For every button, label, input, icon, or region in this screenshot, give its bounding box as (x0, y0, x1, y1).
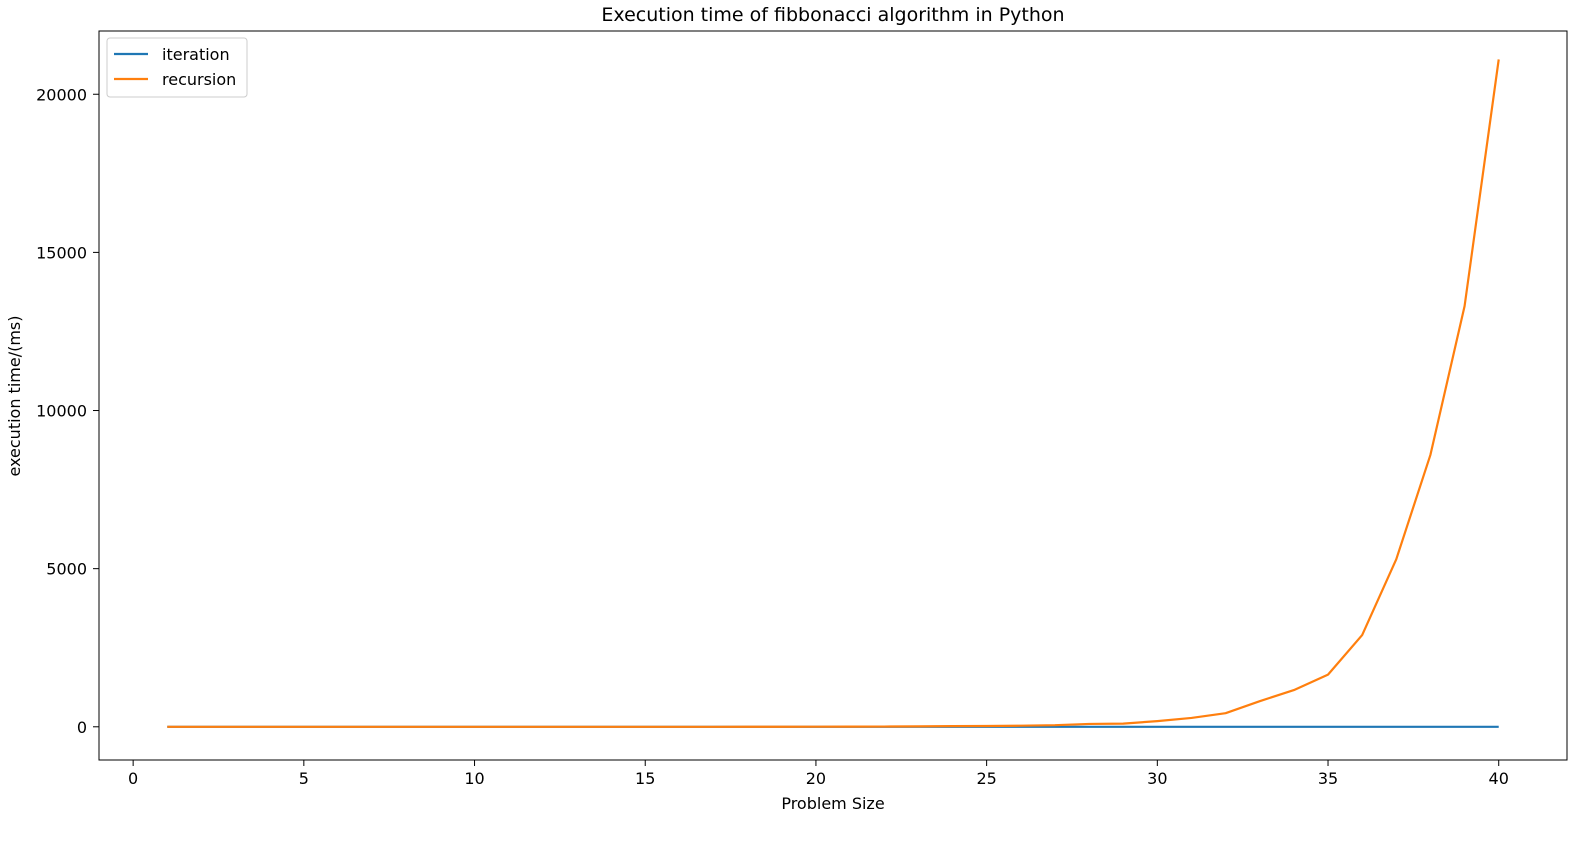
legend: iteration recursion (106, 37, 248, 98)
x-tick-label: 5 (299, 769, 309, 788)
plot-lines (167, 59, 1500, 728)
x-tick-label: 40 (1489, 769, 1509, 788)
x-tick-label: 25 (976, 769, 996, 788)
legend-label-recursion: recursion (162, 70, 236, 89)
series-line-recursion (167, 59, 1500, 728)
y-axis-title: execution time/(ms) (5, 316, 24, 477)
y-tick-label: 0 (77, 718, 87, 737)
x-axis: 0 5 10 15 20 25 30 35 40 (128, 760, 1509, 788)
x-tick-label: 10 (464, 769, 484, 788)
x-tick-label: 0 (128, 769, 138, 788)
x-tick-label: 20 (806, 769, 826, 788)
y-tick-label: 15000 (36, 243, 87, 262)
x-tick-label: 35 (1318, 769, 1338, 788)
legend-box (106, 37, 248, 98)
chart-title: Execution time of fibbonacci algorithm i… (601, 4, 1064, 26)
y-axis: 0 5000 10000 15000 20000 (36, 85, 99, 737)
legend-label-iteration: iteration (162, 45, 230, 64)
x-tick-label: 15 (635, 769, 655, 788)
x-axis-title: Problem Size (781, 794, 884, 813)
y-tick-label: 5000 (46, 560, 87, 579)
y-tick-label: 20000 (36, 85, 87, 104)
x-tick-label: 30 (1147, 769, 1167, 788)
y-tick-label: 10000 (36, 402, 87, 421)
plot-frame (98, 30, 1568, 761)
